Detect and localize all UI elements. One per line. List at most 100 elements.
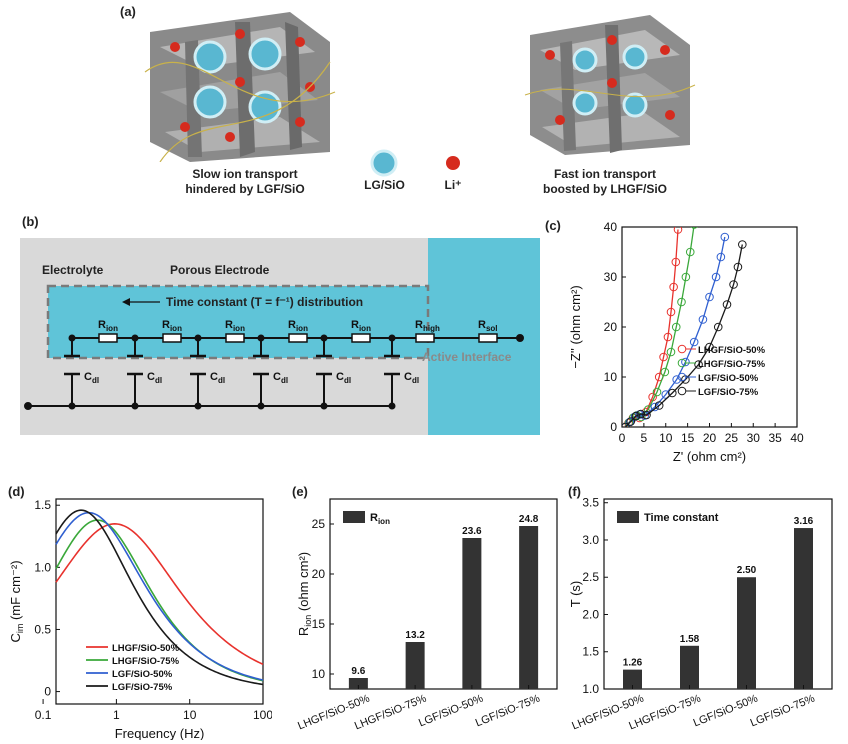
panel-f-label: (f)	[568, 484, 581, 499]
data-point	[622, 422, 630, 427]
li-ions-right	[545, 35, 675, 125]
chart-e-rion: 101520259.6LHGF/SiO-50%13.2LHGF/SiO-75%2…	[296, 498, 558, 732]
bar-label-2: 23.6	[462, 526, 482, 537]
data-point	[681, 272, 691, 282]
y-tick-label: 1.5	[582, 645, 599, 659]
capacitor-label-3: Cdl	[273, 371, 288, 385]
node-bottom-2	[194, 402, 202, 410]
time-constant-label: Time constant (T = f⁻¹) distribution	[166, 295, 363, 309]
bar-2	[462, 538, 482, 689]
fast-transport-illustration	[524, 15, 696, 155]
x-tick-label: 10	[183, 708, 197, 722]
data-point	[642, 410, 651, 420]
data-point	[671, 322, 681, 332]
capacitor-label-4: Cdl	[336, 371, 351, 385]
capacitor-label-1: Cdl	[147, 371, 162, 385]
y-tick-label: 10	[604, 370, 618, 384]
legend-marker-2	[677, 372, 687, 382]
data-point	[729, 280, 738, 289]
node-bottom-3	[257, 402, 265, 410]
node-top-4	[320, 334, 328, 342]
data-point	[681, 357, 690, 367]
plot-frame	[329, 498, 558, 690]
data-point	[626, 417, 636, 426]
data-point	[720, 232, 730, 242]
node-top-0	[68, 334, 76, 342]
y-axis-label: Cim (mF cm⁻²)	[8, 560, 25, 642]
circuit-labels: Rion Rion Rion Rion Rion Rhigh Rsol Cdl Cdl Cdl Cd…	[84, 319, 498, 385]
node-top-3	[257, 334, 265, 342]
x-tick-label: 30	[747, 431, 761, 445]
chart-f-time-constant: 1.01.52.02.53.03.51.26LHGF/SiO-50%1.58LH…	[568, 496, 833, 732]
x-axis-label: Frequency (Hz)	[115, 726, 205, 740]
panel-e-label: (e)	[292, 484, 308, 499]
y-tick-label: 1.5	[34, 498, 51, 512]
active-interface-label: Active Interface	[422, 350, 512, 364]
resistor-label-1: Rion	[162, 319, 182, 333]
data-point	[669, 282, 678, 292]
porous-electrode-label: Porous Electrode	[170, 263, 270, 277]
data-point	[738, 240, 747, 249]
node-bottom-0	[68, 402, 76, 410]
legend-label-0: LHGF/SiO-50%	[112, 643, 180, 654]
data-point	[705, 292, 714, 302]
li-ions-left	[170, 29, 315, 142]
lg-sio-legend-label: LG/SiO	[364, 178, 405, 192]
x-tick-label: 15	[681, 431, 695, 445]
data-point	[722, 300, 732, 309]
data-point	[666, 307, 676, 317]
slow-caption: Slow ion transport hindered by LGF/SiO	[160, 167, 330, 197]
resistor-5	[415, 333, 435, 343]
bar-label-3: 3.16	[794, 516, 814, 527]
chart-c-nyquist: 0 5 10 15 20 25 30 35 40 0 10 20 30 40 Z' (ohm cm²) −Z'…	[568, 220, 804, 464]
legend-label-1: LHGF/SiO-75%	[112, 656, 180, 667]
chart-d-capacitance: 0.1 1 10 100 0 0.5 1.0 1.5 Frequency (Hz) Cim (mF…	[8, 498, 272, 740]
x-tick-label: 35	[768, 431, 782, 445]
capacitor-label-0: Cdl	[84, 371, 99, 385]
data-point	[672, 375, 681, 384]
y-tick-label: 3.5	[582, 496, 599, 510]
legend-label: Time constant	[644, 512, 719, 524]
legend-marker-0	[677, 344, 687, 354]
data-point	[713, 322, 723, 332]
electrolyte-label: Electrolyte	[42, 263, 104, 277]
slow-transport-illustration	[144, 12, 336, 162]
y-tick-label: 30	[604, 270, 618, 284]
x-tick-label: 0.1	[35, 708, 52, 722]
y-axis-label: −Z'' (ohm cm²)	[568, 285, 583, 368]
li-legend-label: Li⁺	[444, 178, 462, 192]
plot-frame	[603, 498, 833, 690]
bar-label-3: 24.8	[519, 514, 539, 525]
bar-label-1: 1.58	[680, 634, 700, 645]
bar-2	[737, 577, 756, 689]
resistor-label-5: Rhigh	[415, 319, 440, 333]
plot-frame	[55, 498, 264, 705]
time-constant-arrow-head	[122, 298, 130, 306]
y-tick-label: 1.0	[34, 560, 51, 574]
capacitor-label-2: Cdl	[210, 371, 225, 385]
y-tick-label: 25	[312, 517, 326, 531]
data-point	[677, 297, 686, 307]
legend-label-3: LGF/SiO-75%	[698, 387, 759, 398]
bar-3	[794, 528, 813, 689]
node-bottom-4	[320, 402, 328, 410]
y-tick-label: 10	[312, 667, 326, 681]
fast-caption: Fast ion transport boosted by LHGF/SiO	[520, 167, 690, 197]
resistor-label-3: Rion	[288, 319, 308, 333]
series-group	[622, 227, 747, 427]
legend-label: Rion	[370, 512, 390, 526]
data-point	[654, 401, 664, 410]
data-point	[652, 387, 662, 397]
capacitor-label-5: Cdl	[404, 371, 419, 385]
y-tick-label: 15	[312, 617, 326, 631]
data-point	[636, 409, 646, 419]
data-point	[690, 227, 698, 229]
resistor-label-0: Rion	[98, 319, 118, 333]
series-line-0	[55, 523, 264, 666]
y-tick-label: 2.5	[582, 570, 599, 584]
data-point	[660, 367, 670, 377]
x-tick-label: 0	[619, 431, 626, 445]
legend-label-1: LHGF/SiO-75%	[698, 359, 766, 370]
x-tick-label: 5	[641, 431, 648, 445]
resistor-0	[98, 333, 118, 343]
